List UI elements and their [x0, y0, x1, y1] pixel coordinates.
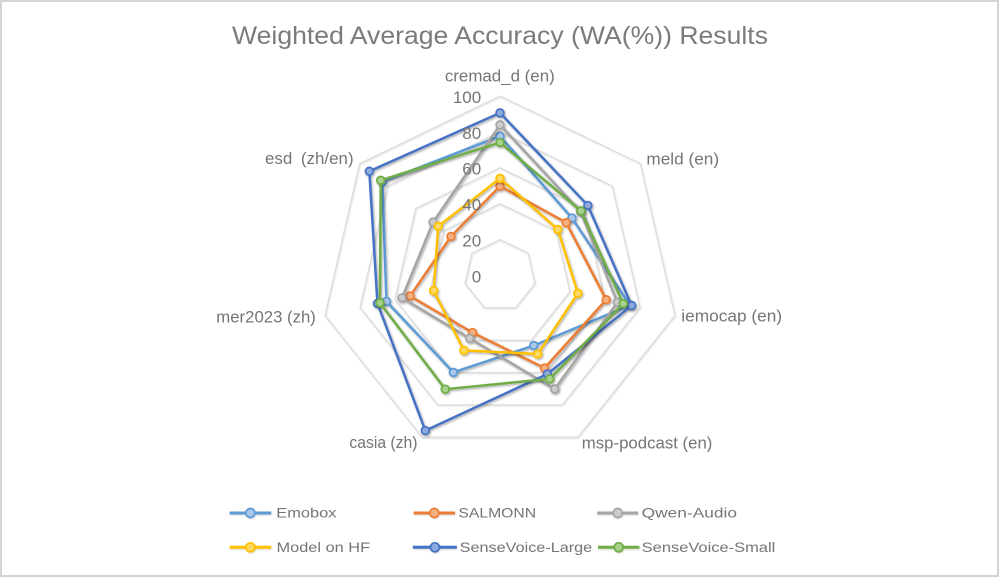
svg-text:mer2023 (zh): mer2023 (zh) — [216, 307, 316, 326]
svg-text:SenseVoice-Large: SenseVoice-Large — [460, 539, 593, 555]
svg-text:0: 0 — [472, 267, 481, 286]
svg-text:100: 100 — [453, 88, 481, 107]
svg-text:Model on HF: Model on HF — [277, 539, 371, 555]
svg-text:60: 60 — [462, 160, 481, 179]
svg-text:meld (en): meld (en) — [646, 149, 719, 168]
svg-text:Qwen-Audio: Qwen-Audio — [642, 505, 738, 521]
svg-text:40: 40 — [462, 196, 481, 215]
svg-text:20: 20 — [462, 232, 481, 251]
svg-text:Weighted Average Accuracy (WA(: Weighted Average Accuracy (WA(%)) Result… — [232, 22, 768, 50]
svg-text:iemocap (en): iemocap (en) — [681, 306, 782, 325]
svg-text:SALMONN: SALMONN — [458, 505, 536, 521]
svg-text:Emobox: Emobox — [276, 505, 336, 521]
svg-text:cremad_d (en): cremad_d (en) — [445, 66, 555, 85]
svg-text:SenseVoice-Small: SenseVoice-Small — [642, 539, 776, 555]
svg-text:80: 80 — [462, 124, 481, 143]
svg-text:casia (zh): casia (zh) — [349, 433, 417, 452]
svg-text:esd (zh/en): esd (zh/en) — [265, 149, 354, 168]
svg-text:msp-podcast (en): msp-podcast (en) — [582, 433, 713, 452]
